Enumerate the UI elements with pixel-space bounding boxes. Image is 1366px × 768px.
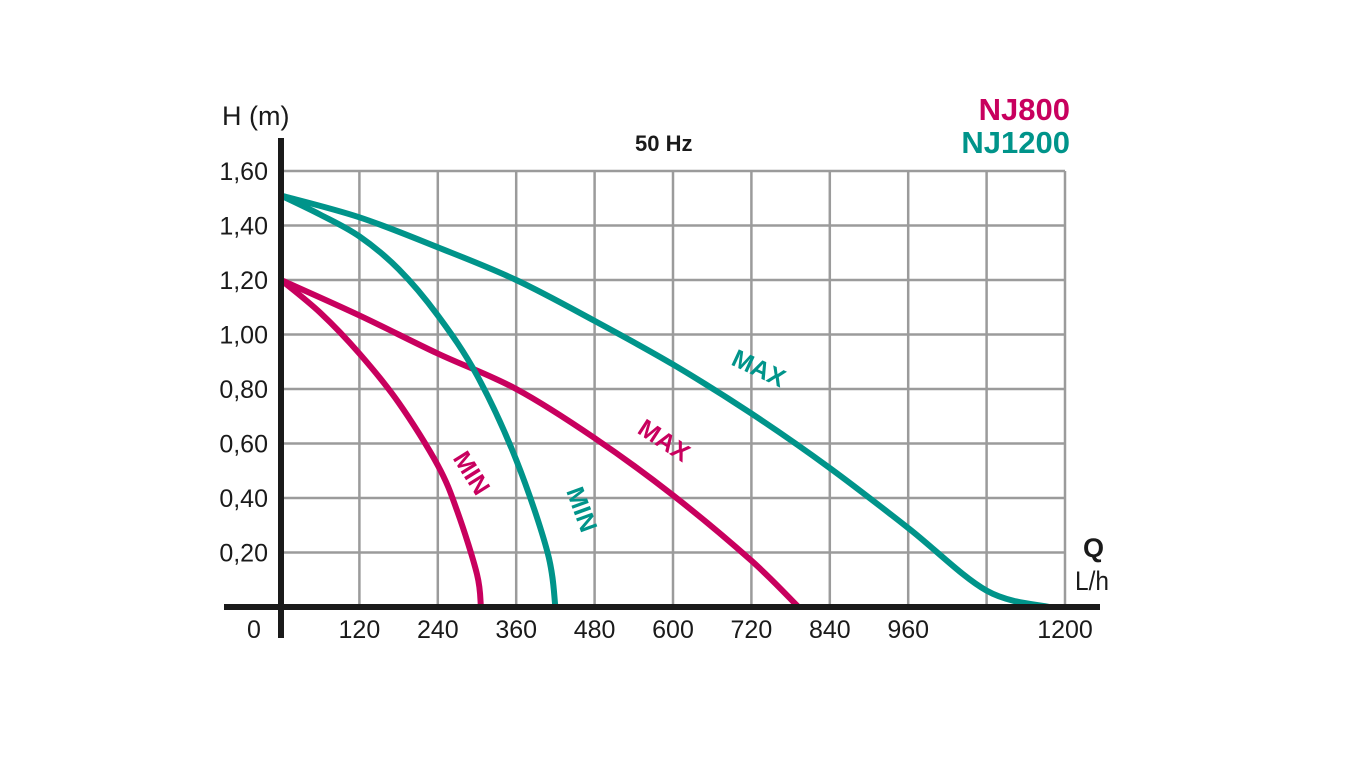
curve-label-nj1200-min: MIN: [560, 483, 602, 536]
x-tick-label: 240: [417, 616, 459, 644]
x-tick-label: 960: [887, 616, 929, 644]
tick-labels: 120 240 360 480 600 720 840 960 1200 0,20 0,40 0,60…: [219, 158, 1092, 644]
curve-labels: MIN MAX MIN MAX: [447, 344, 790, 536]
x-axis-title: Q: [1083, 533, 1104, 563]
series-line-nj1200-max: [278, 192, 1053, 610]
y-tick-label: 0,60: [219, 431, 268, 459]
curve-label-nj1200-max: MAX: [727, 344, 789, 393]
curves: [278, 192, 1053, 610]
curve-label-nj800-min: MIN: [447, 446, 495, 500]
frequency-label: 50 Hz: [635, 131, 692, 156]
series-line-nj800-min: [278, 277, 484, 610]
x-axis-unit: L/h: [1075, 566, 1109, 596]
y-tick-label: 1,00: [219, 322, 268, 350]
y-tick-label: 1,60: [219, 158, 268, 186]
x-tick-label: 480: [574, 616, 616, 644]
origin-label: 0: [247, 616, 261, 644]
y-tick-label: 1,40: [219, 213, 268, 241]
x-tick-label: 120: [339, 616, 381, 644]
grid: [279, 169, 1067, 607]
y-tick-label: 1,20: [219, 267, 268, 295]
x-tick-label: 1200: [1037, 616, 1093, 644]
y-axis-title: H (m): [222, 101, 289, 131]
x-tick-label: 840: [809, 616, 851, 644]
y-tick-label: 0,20: [219, 540, 268, 568]
y-tick-label: 0,40: [219, 485, 268, 513]
axes: [224, 138, 1100, 638]
legend-entry: NJ1200: [961, 125, 1070, 160]
y-tick-label: 0,80: [219, 376, 268, 404]
series-line-nj800-max: [278, 277, 802, 610]
legend-entry: NJ800: [979, 92, 1070, 127]
series-line-nj1200-min: [278, 192, 559, 610]
x-tick-label: 720: [731, 616, 773, 644]
curve-label-nj800-max: MAX: [633, 414, 695, 468]
x-tick-label: 360: [495, 616, 537, 644]
x-tick-label: 600: [652, 616, 694, 644]
